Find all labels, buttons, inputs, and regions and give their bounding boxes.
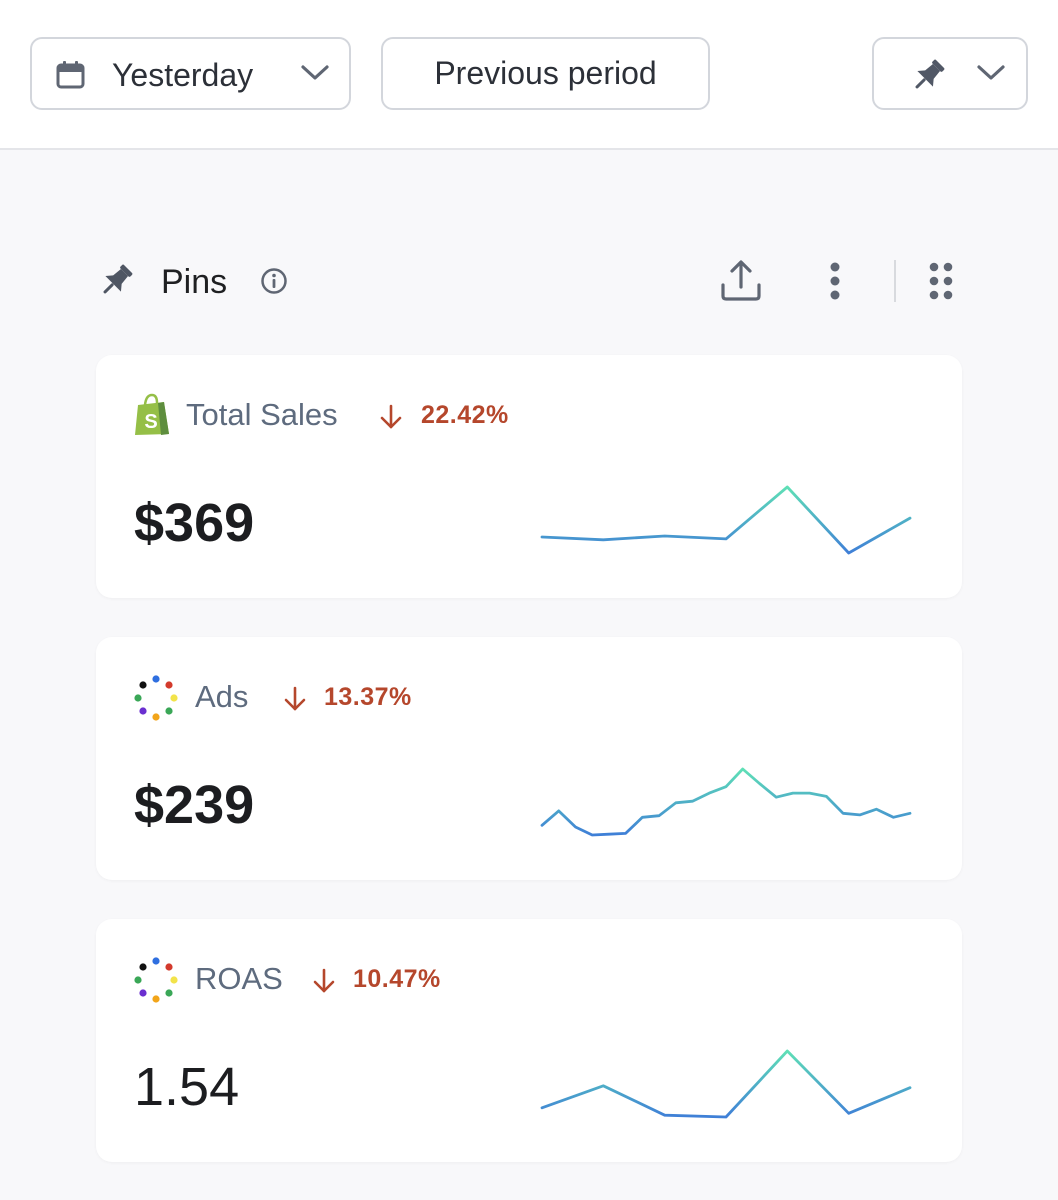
sparkline-chart bbox=[540, 485, 912, 555]
metric-card-total-sales[interactable]: S Total Sales 22.42% $369 bbox=[96, 355, 962, 598]
shopify-bag-icon: S bbox=[135, 393, 169, 435]
metric-name: Total Sales bbox=[186, 397, 338, 432]
date-range-label: Yesterday bbox=[112, 57, 254, 93]
share-export-icon[interactable] bbox=[719, 259, 763, 303]
sparkline-series bbox=[540, 1049, 912, 1119]
pin-icon bbox=[915, 59, 945, 89]
sparkline-series bbox=[540, 767, 912, 837]
multi-platform-dots-icon bbox=[134, 675, 178, 721]
sparkline-chart bbox=[540, 767, 912, 837]
chevron-down-icon bbox=[977, 65, 1005, 80]
metric-value: 1.54 bbox=[134, 1057, 240, 1117]
sparkline-chart bbox=[540, 1049, 912, 1119]
metric-card-roas[interactable]: ROAS 10.47% 1.54 bbox=[96, 919, 962, 1162]
chevron-down-icon bbox=[301, 65, 329, 80]
svg-text:S: S bbox=[144, 411, 157, 433]
pin-icon bbox=[103, 264, 133, 294]
arrow-down-icon bbox=[284, 686, 306, 711]
date-range-dropdown[interactable]: Yesterday bbox=[30, 37, 351, 110]
section-title: Pins bbox=[161, 263, 228, 301]
metric-value: $369 bbox=[134, 493, 255, 553]
drag-handle-icon[interactable] bbox=[926, 261, 956, 301]
pins-section-header: Pins bbox=[96, 255, 962, 309]
more-options-icon[interactable] bbox=[825, 261, 845, 301]
compare-period-label: Previous period bbox=[434, 55, 657, 91]
multi-platform-dots-icon bbox=[134, 957, 178, 1003]
pin-menu-dropdown[interactable] bbox=[872, 37, 1028, 110]
metric-name: ROAS bbox=[195, 961, 283, 996]
compare-period-button[interactable]: Previous period bbox=[381, 37, 710, 110]
metric-value: $239 bbox=[134, 775, 255, 835]
metric-card-ads[interactable]: Ads 13.37% $239 bbox=[96, 637, 962, 880]
arrow-down-icon bbox=[380, 404, 402, 429]
sparkline-series bbox=[540, 485, 912, 555]
metric-delta: 13.37% bbox=[324, 683, 412, 711]
metric-name: Ads bbox=[195, 679, 249, 714]
calendar-icon bbox=[56, 61, 85, 89]
metric-delta: 10.47% bbox=[353, 965, 441, 993]
metric-delta: 22.42% bbox=[421, 401, 509, 429]
toolbar-divider bbox=[894, 260, 896, 302]
arrow-down-icon bbox=[313, 968, 335, 993]
info-icon[interactable] bbox=[260, 267, 288, 295]
top-toolbar: Yesterday Previous period bbox=[0, 0, 1058, 150]
